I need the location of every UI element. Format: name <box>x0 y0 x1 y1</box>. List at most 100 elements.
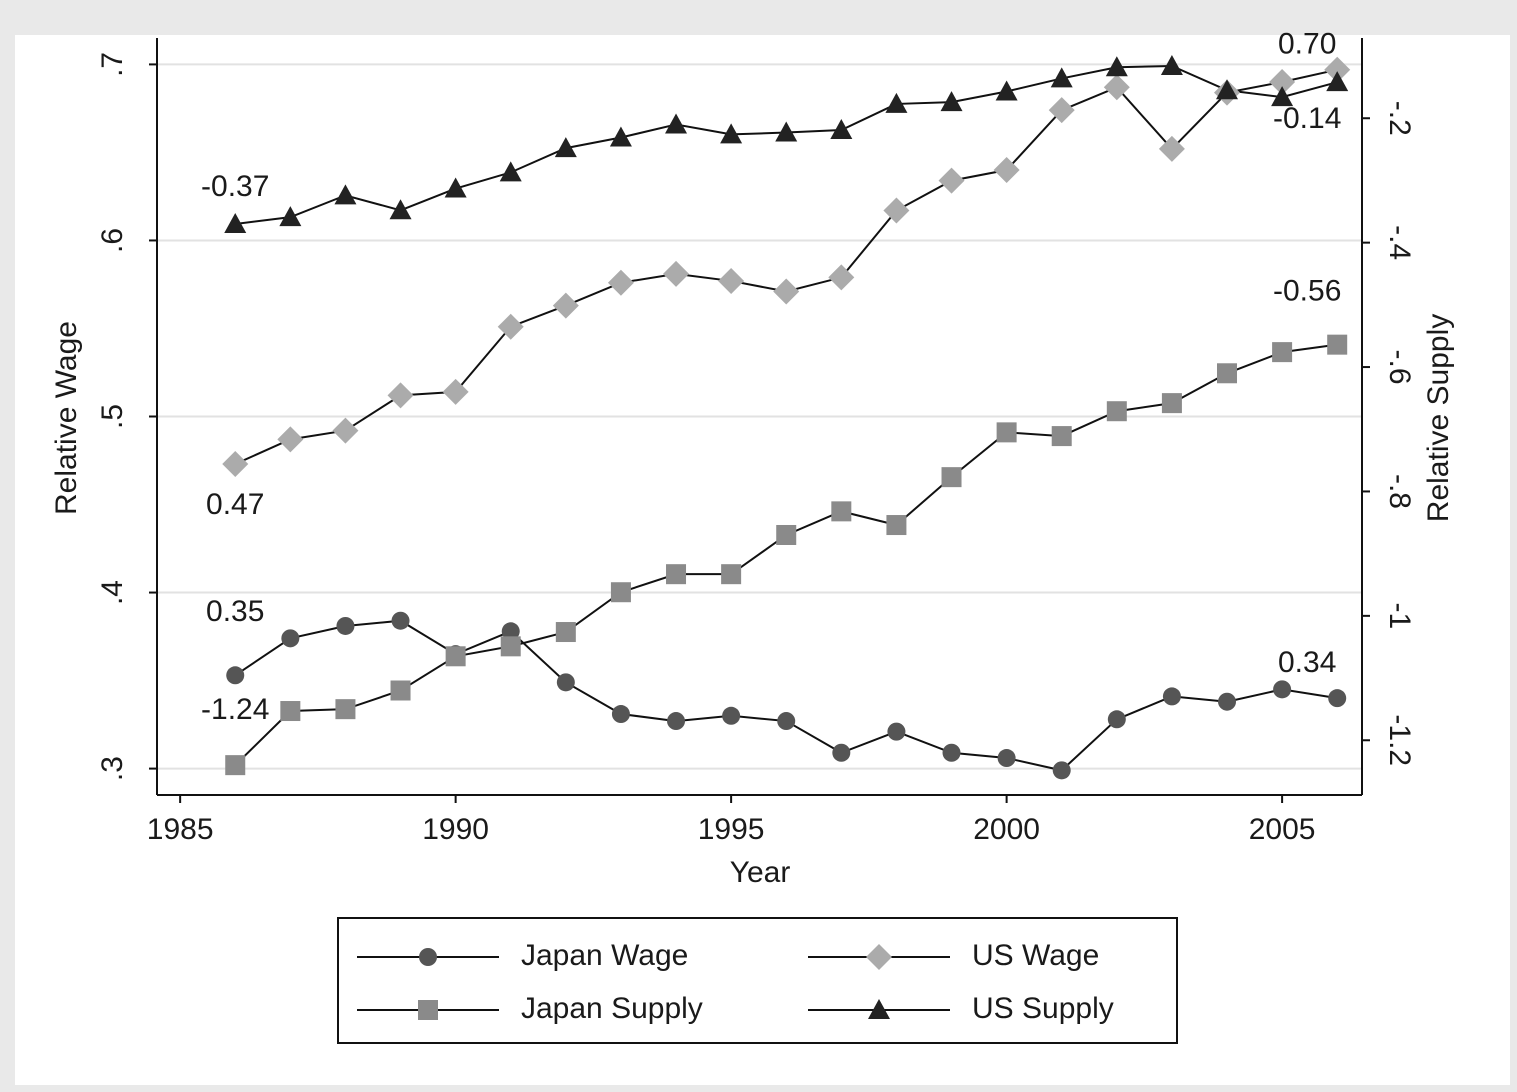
data-point <box>940 91 963 112</box>
x-tick-label: 2000 <box>973 813 1040 846</box>
data-point <box>336 616 355 635</box>
data-point <box>556 673 575 692</box>
data-point <box>1106 401 1127 422</box>
data-point <box>1158 135 1185 162</box>
data-point <box>828 264 855 291</box>
data-point <box>718 267 745 294</box>
data-point <box>885 92 908 113</box>
data-point <box>1328 689 1347 708</box>
data-point <box>335 699 356 720</box>
data-point <box>1048 97 1075 124</box>
data-point <box>391 611 410 630</box>
data-point <box>775 121 798 142</box>
data-point <box>555 622 576 643</box>
y2-tick-label: -.4 <box>1383 225 1416 260</box>
data-point <box>777 712 796 731</box>
legend-marker <box>866 944 892 970</box>
data-point <box>442 378 469 405</box>
data-point <box>1051 426 1072 447</box>
data-point <box>1161 393 1182 414</box>
data-point <box>225 755 246 776</box>
data-point <box>1107 710 1126 729</box>
data-point <box>667 712 686 731</box>
data-point <box>996 422 1017 443</box>
y-tick-label: .7 <box>96 52 129 77</box>
y2-tick-label: -1 <box>1383 603 1416 630</box>
data-point <box>224 212 247 233</box>
data-point <box>1217 363 1238 384</box>
y2-axis-title: Relative Supply <box>1422 314 1455 522</box>
data-label: -1.24 <box>201 693 269 726</box>
data-point <box>1160 54 1183 75</box>
legend-marker <box>419 948 437 966</box>
data-point <box>444 177 467 198</box>
data-point <box>1269 69 1296 96</box>
data-point <box>499 161 522 182</box>
legend-marker <box>418 1000 438 1020</box>
data-point <box>1327 334 1348 355</box>
legend-marker <box>868 999 890 1019</box>
y-tick-label: .3 <box>96 756 129 781</box>
data-point <box>1052 761 1071 780</box>
data-point <box>1050 67 1073 88</box>
data-point <box>277 426 304 453</box>
data-point <box>883 197 910 224</box>
data-point <box>222 451 249 478</box>
data-point <box>720 123 743 144</box>
y2-tick-label: -.6 <box>1383 350 1416 385</box>
data-point <box>997 749 1016 768</box>
data-point <box>721 564 742 585</box>
legend-box <box>337 917 1178 1044</box>
data-point <box>941 467 962 488</box>
x-tick-label: 1995 <box>698 813 765 846</box>
data-point <box>1218 692 1237 711</box>
data-point <box>1105 56 1128 77</box>
chart-background <box>15 35 1510 1085</box>
data-point <box>887 722 906 741</box>
data-point <box>554 137 577 158</box>
data-point <box>995 80 1018 101</box>
data-point <box>942 743 961 762</box>
data-point <box>1162 687 1181 706</box>
data-point <box>552 292 579 319</box>
data-point <box>389 199 412 220</box>
data-point <box>722 706 741 725</box>
data-point <box>1271 86 1294 107</box>
data-label: 0.70 <box>1278 28 1336 61</box>
data-point <box>830 119 853 140</box>
y2-tick-label: -.2 <box>1383 101 1416 136</box>
y-tick-label: .5 <box>96 404 129 429</box>
x-tick-label: 1985 <box>147 813 214 846</box>
data-point <box>445 646 466 667</box>
data-point <box>280 701 301 722</box>
data-point <box>607 269 634 296</box>
data-point <box>666 564 687 585</box>
x-tick-label: 1990 <box>422 813 489 846</box>
x-axis-title: Year <box>730 856 791 889</box>
y2-tick-label: -.8 <box>1383 474 1416 509</box>
y-axis-title: Relative Wage <box>50 321 83 515</box>
legend-label: Japan Supply <box>521 992 703 1025</box>
data-point <box>500 636 521 657</box>
data-point <box>1273 680 1292 699</box>
legend-label: US Wage <box>972 939 1099 972</box>
data-label: 0.47 <box>206 488 264 521</box>
data-point <box>832 743 851 762</box>
legend-label: Japan Wage <box>521 939 688 972</box>
data-point <box>1216 79 1239 100</box>
y-tick-label: .4 <box>96 580 129 605</box>
data-point <box>390 680 411 701</box>
data-point <box>501 622 520 641</box>
data-point <box>938 167 965 194</box>
x-tick-label: 2005 <box>1249 813 1316 846</box>
data-point <box>387 382 414 409</box>
data-point <box>610 582 631 603</box>
data-point <box>332 417 359 444</box>
data-point <box>776 524 797 545</box>
data-point <box>334 184 357 205</box>
data-point <box>831 501 852 522</box>
data-point <box>609 126 632 147</box>
data-point <box>1272 342 1293 363</box>
data-point <box>773 278 800 305</box>
